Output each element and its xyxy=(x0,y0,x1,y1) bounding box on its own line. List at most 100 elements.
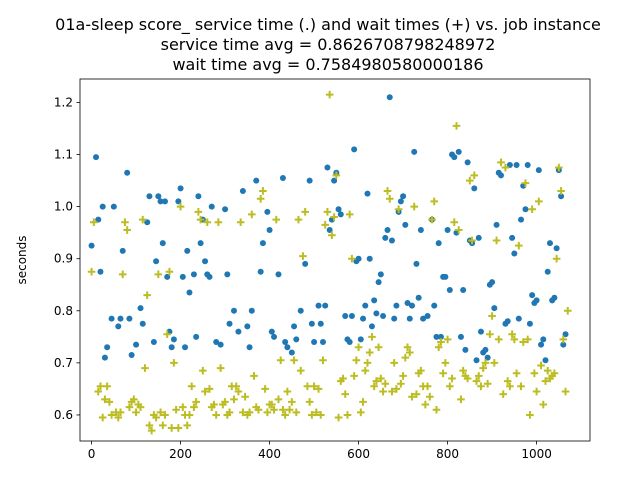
wait-time-point xyxy=(392,385,401,393)
wait-time-point xyxy=(550,369,559,378)
wait-time-point xyxy=(281,411,289,419)
wait-time-point xyxy=(555,163,563,172)
wait-time-point xyxy=(526,411,534,419)
service-time-point xyxy=(509,234,516,241)
wait-time-point xyxy=(363,359,372,367)
service-time-point xyxy=(108,315,115,322)
service-time-point xyxy=(393,302,400,309)
service-time-point xyxy=(408,302,415,309)
service-time-point xyxy=(522,206,529,213)
service-time-point xyxy=(101,354,108,361)
wait-time-point xyxy=(434,343,443,352)
service-time-point xyxy=(170,336,177,343)
wait-time-point xyxy=(156,408,165,417)
wait-time-point xyxy=(158,421,167,430)
wait-time-point xyxy=(143,291,151,299)
service-time-point xyxy=(186,289,193,296)
service-time-point xyxy=(411,148,418,155)
service-time-point xyxy=(400,193,407,200)
service-time-point xyxy=(406,315,413,322)
service-time-point xyxy=(217,341,224,348)
wait-time-point xyxy=(276,356,285,365)
wait-time-point xyxy=(172,405,180,414)
wait-time-point xyxy=(381,379,390,388)
wait-time-point xyxy=(441,359,450,367)
wait-time-point xyxy=(321,221,330,229)
service-time-point xyxy=(271,333,278,340)
service-time-point xyxy=(153,258,160,265)
wait-time-point xyxy=(443,335,452,344)
service-time-point xyxy=(248,307,255,314)
plot-points xyxy=(87,90,572,435)
wait-time-point xyxy=(472,377,481,385)
service-time-point xyxy=(222,206,229,213)
wait-time-point xyxy=(332,171,341,180)
service-time-point xyxy=(542,357,549,364)
wait-time-point xyxy=(486,330,494,339)
service-time-point xyxy=(264,208,271,215)
wait-time-point xyxy=(230,395,238,404)
service-time-point xyxy=(288,349,295,356)
wait-time-point xyxy=(259,187,267,195)
wait-time-point xyxy=(187,382,196,391)
service-time-point xyxy=(259,240,266,247)
wait-time-point xyxy=(403,343,412,352)
wait-time-point xyxy=(345,210,354,219)
service-time-point xyxy=(279,174,286,181)
service-time-point xyxy=(553,245,560,252)
service-time-point xyxy=(124,169,131,176)
wait-time-point xyxy=(466,176,474,185)
wait-time-point xyxy=(450,218,459,227)
wait-time-point xyxy=(272,215,281,224)
service-time-point xyxy=(404,299,411,306)
service-time-point xyxy=(253,177,260,184)
service-time-point xyxy=(473,357,480,364)
service-time-point xyxy=(540,336,547,343)
wait-time-point xyxy=(330,213,338,221)
wait-time-point xyxy=(514,241,523,250)
wait-time-point xyxy=(310,382,318,391)
wait-time-point xyxy=(334,413,343,422)
service-time-point xyxy=(235,328,242,335)
wait-time-point xyxy=(512,369,521,378)
wait-time-point xyxy=(256,194,265,203)
service-time-point xyxy=(266,227,273,234)
wait-time-point xyxy=(174,424,183,432)
wait-time-point xyxy=(510,335,519,344)
service-time-point xyxy=(246,344,253,351)
wait-time-point xyxy=(405,348,414,357)
wait-time-point xyxy=(521,179,530,187)
y-tick-label: 1.2 xyxy=(54,95,73,109)
wait-time-point xyxy=(410,202,419,211)
service-time-point xyxy=(184,247,191,254)
service-time-point xyxy=(297,307,304,314)
service-time-point xyxy=(315,302,322,309)
wait-time-point xyxy=(530,369,539,378)
wait-time-point xyxy=(114,413,123,422)
wait-time-point xyxy=(152,413,160,422)
service-time-point xyxy=(471,185,478,192)
service-time-point xyxy=(355,255,362,262)
service-time-point xyxy=(177,185,184,192)
wait-time-point xyxy=(241,392,249,401)
wait-time-point xyxy=(296,366,305,375)
wait-time-point xyxy=(470,171,479,180)
wait-time-point xyxy=(506,382,514,391)
service-time-point xyxy=(195,193,202,200)
service-time-point xyxy=(506,161,513,168)
wait-time-point xyxy=(439,369,447,378)
wait-time-point xyxy=(425,392,434,401)
wait-time-point xyxy=(239,408,247,417)
wait-time-point xyxy=(383,187,392,195)
wait-time-point xyxy=(377,374,385,383)
wait-time-point xyxy=(348,254,356,263)
wait-time-point xyxy=(123,226,131,234)
service-time-point xyxy=(464,159,471,166)
service-time-point xyxy=(388,237,395,244)
service-time-point xyxy=(268,328,275,335)
service-time-point xyxy=(391,315,398,322)
wait-time-point xyxy=(448,374,456,383)
wait-time-point xyxy=(118,270,127,279)
wait-time-point xyxy=(328,231,336,240)
wait-time-point xyxy=(167,424,176,432)
